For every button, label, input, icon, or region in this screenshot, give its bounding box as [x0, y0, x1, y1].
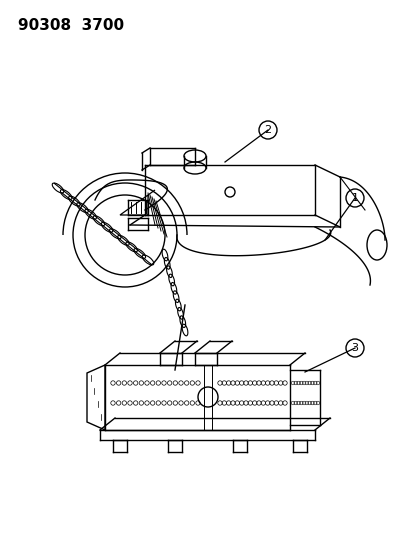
- Text: 2: 2: [264, 125, 271, 135]
- Text: 3: 3: [351, 343, 358, 353]
- Text: 1: 1: [351, 193, 358, 203]
- Text: 90308  3700: 90308 3700: [18, 18, 124, 33]
